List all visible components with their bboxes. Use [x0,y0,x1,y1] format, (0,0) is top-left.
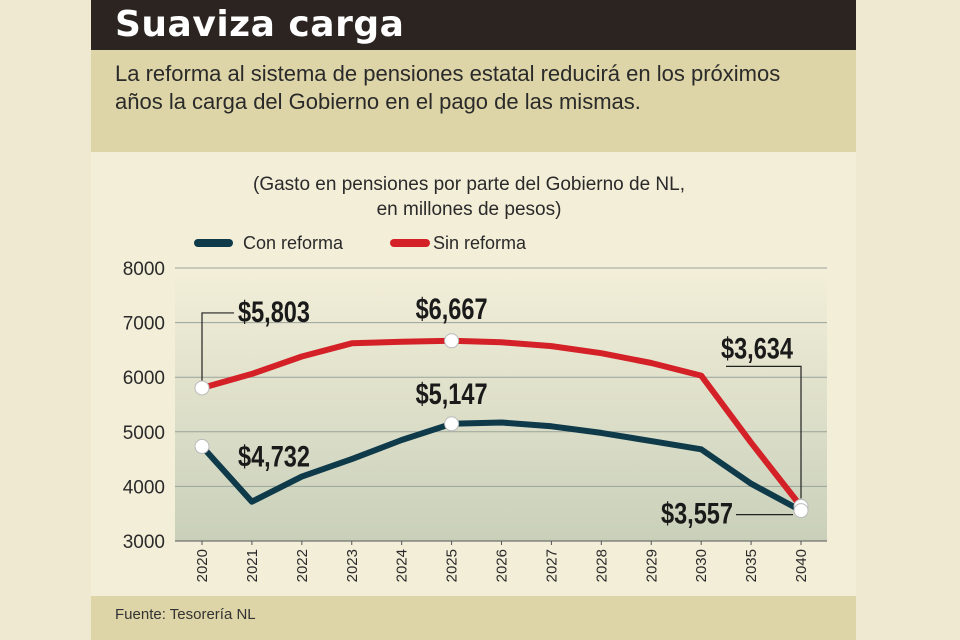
line-chart: (Gasto en pensiones por parte del Gobier… [123,174,827,582]
page-title: Suaviza carga [115,4,405,45]
x-tick-label: 2024 [394,549,411,582]
chart-title: (Gasto en pensiones por parte del Gobier… [253,174,685,195]
x-tick-label: 2025 [444,549,461,582]
x-tick-label: 2027 [543,549,560,582]
legend: Con reforma Sin reforma [194,233,527,253]
series-line-sin-reforma [199,337,804,510]
annotation-label: $4,732 [238,440,310,473]
annotation-label: $3,557 [661,498,733,531]
y-tick-label: 4000 [123,477,165,498]
series-line-con-reforma [199,419,804,514]
x-tick-label: 2023 [344,549,361,582]
annotation-dot [444,333,460,349]
leader-line [201,312,234,388]
x-tick-label: 2035 [743,549,760,582]
annotation-label: $5,147 [416,378,488,411]
chart-subtitle: en millones de pesos) [377,199,562,220]
annotation-dot [194,380,210,396]
chart-area: (Gasto en pensiones por parte del Gobier… [91,152,856,596]
series-lines [199,337,804,514]
y-axis: 3000 4000 5000 6000 7000 8000 [123,259,165,553]
y-tick-label: 7000 [123,314,165,335]
subtitle-box: La reforma al sistema de pensiones estat… [91,50,856,152]
title-bar: Suaviza carga [91,0,856,50]
legend-label-sin: Sin reforma [433,233,527,253]
y-tick-label: 3000 [123,532,165,553]
x-tick-label: 2021 [244,549,261,582]
subtitle-text: La reforma al sistema de pensiones estat… [115,61,781,114]
legend-label-con: Con reforma [243,233,344,253]
x-axis: 2020 2021 2022 2023 2024 2025 2026 2027 2028 2029… [175,540,827,582]
x-tick-label: 2040 [793,549,810,582]
leader-line [726,365,802,499]
infographic-card: Suaviza carga La reforma al sistema de p… [91,0,856,640]
source-note: Fuente: Tesorería NL [115,606,256,623]
x-tick-label: 2022 [294,549,311,582]
x-tick-label: 2020 [194,549,211,582]
annotation-dot [444,416,460,432]
annotation-label: $6,667 [416,293,488,326]
x-tick-label: 2028 [593,549,610,582]
annotations: $5,803 $6,667 $3,634 $4,732 $5,147 $3,557 [194,293,809,531]
footer: Fuente: Tesorería NL [91,596,856,640]
y-tick-label: 8000 [123,259,165,280]
x-tick-label: 2030 [693,549,710,582]
annotation-label: $5,803 [238,296,310,329]
x-tick-label: 2029 [643,549,660,582]
annotation-dot [793,503,809,519]
x-tick-label: 2026 [494,549,511,582]
y-tick-label: 6000 [123,368,165,389]
annotation-dot [194,438,210,454]
annotation-label: $3,634 [721,332,793,365]
plot-background [175,268,827,541]
y-tick-label: 5000 [123,423,165,444]
